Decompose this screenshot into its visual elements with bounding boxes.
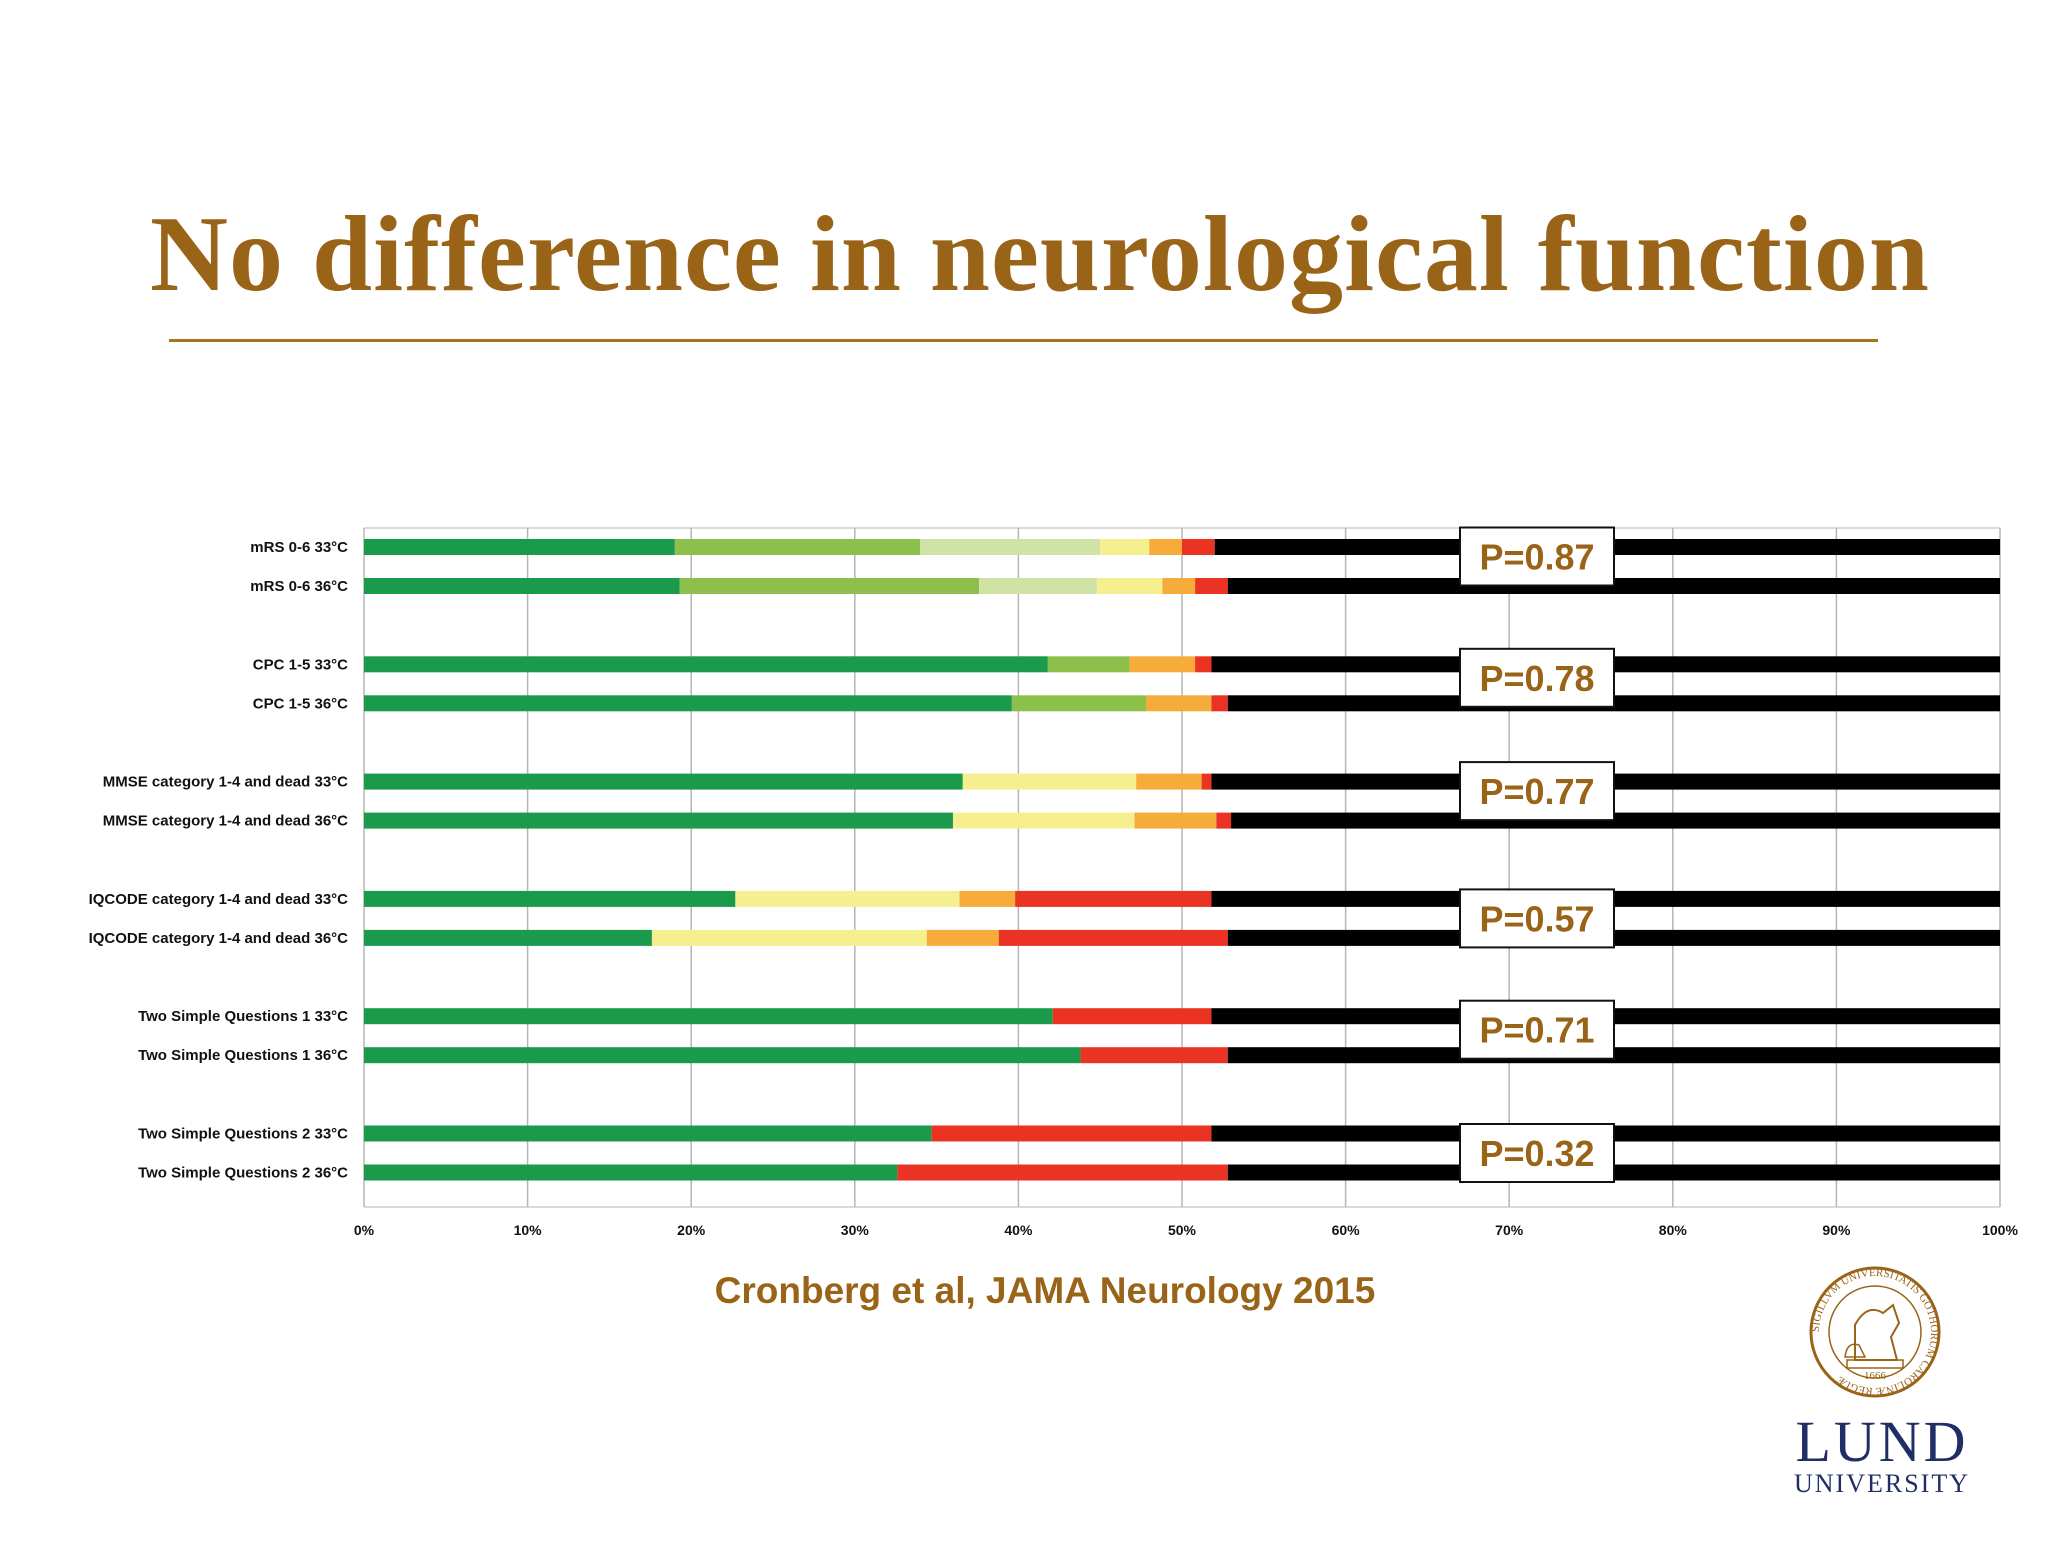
p-value-label: P=0.78 [1479, 658, 1594, 699]
row-label: CPC 1-5 33°C [253, 656, 348, 673]
row-label: Two Simple Questions 2 33°C [138, 1126, 348, 1143]
citation: Cronberg et al, JAMA Neurology 2015 [714, 1270, 1376, 1311]
bar-segment [364, 812, 953, 829]
bar-segment [364, 539, 675, 555]
bar-segment [897, 1164, 1228, 1181]
title-divider [169, 339, 1878, 342]
x-tick-label: 20% [677, 1222, 706, 1238]
bar-segment [1162, 578, 1196, 594]
bar-segment [364, 1164, 898, 1181]
seal-year: 1666 [1864, 1370, 1887, 1382]
p-value-label: P=0.87 [1479, 537, 1594, 578]
row-label: CPC 1-5 36°C [253, 695, 348, 712]
bar-segment [364, 1008, 1053, 1025]
bar-segment [1201, 773, 1212, 790]
bar-segment [1216, 812, 1232, 829]
bar-segment [1146, 695, 1212, 712]
x-tick-label: 90% [1822, 1222, 1851, 1238]
row-label: IQCODE category 1-4 and dead 36°C [89, 930, 349, 947]
bar-segment [364, 656, 1048, 673]
row-label: Two Simple Questions 1 33°C [138, 1008, 348, 1025]
seal-outer-ring [1809, 1266, 1941, 1398]
bar-segment [1011, 695, 1147, 712]
bar-segment [364, 1125, 932, 1142]
bar-segment [926, 929, 999, 946]
x-tick-label: 70% [1495, 1222, 1524, 1238]
p-value-label: P=0.57 [1479, 898, 1594, 939]
bar-segment [364, 929, 652, 946]
university-wordmark: UNIVERSITY [1794, 1469, 1970, 1498]
seal-inner-ring [1828, 1285, 1922, 1379]
x-tick-label: 10% [514, 1222, 543, 1238]
bar-segment [1195, 578, 1228, 594]
bar-segment [931, 1125, 1212, 1142]
bar-segment [651, 929, 927, 946]
stacked-bar-chart: 0% 10% 20% 30% 40% 50% 60% 70% 80% 90% 100% mRS 0-6… [89, 526, 2018, 1238]
bar-segment [1052, 1008, 1212, 1025]
x-tick-label: 30% [841, 1222, 870, 1238]
x-tick-label: 40% [1004, 1222, 1033, 1238]
lund-wordmark: LUND [1795, 1409, 1969, 1474]
bar-segment [364, 578, 680, 594]
bar-segment [959, 890, 1016, 907]
bar-segment [1096, 578, 1163, 594]
p-value-box [1459, 1123, 1615, 1183]
p-value-label: P=0.32 [1479, 1133, 1594, 1174]
bar-segment [1129, 656, 1196, 673]
row-label: mRS 0-6 36°C [250, 578, 348, 595]
row-label: IQCODE category 1-4 and dead 33°C [89, 891, 349, 908]
bar-segment [364, 695, 1012, 712]
bar-segment [952, 812, 1135, 829]
seal-figure-icon [1854, 1303, 1901, 1361]
x-tick-label: 50% [1168, 1222, 1197, 1238]
p-value-box [1459, 526, 1615, 587]
bar-segment [735, 890, 960, 907]
bar-segment [1100, 539, 1150, 555]
bar-segment [1134, 812, 1217, 829]
x-tick-label: 0% [354, 1222, 375, 1238]
bar-segment [1149, 539, 1182, 555]
p-value-label: P=0.71 [1479, 1010, 1594, 1051]
bar-segment [1195, 656, 1212, 673]
bar-segment [364, 773, 963, 790]
row-label: Two Simple Questions 2 36°C [138, 1165, 348, 1182]
p-value-label: P=0.77 [1479, 771, 1594, 812]
x-tick-label: 80% [1659, 1222, 1688, 1238]
x-tick-label: 60% [1332, 1222, 1361, 1238]
slide-title: No difference in neurological function [150, 195, 1930, 314]
row-label: Two Simple Questions 1 36°C [138, 1047, 348, 1064]
p-value-box [1459, 888, 1615, 949]
bar-segment [1015, 890, 1212, 907]
p-value-box [1459, 647, 1615, 708]
p-value-box [1459, 999, 1615, 1060]
row-label: MMSE category 1-4 and dead 36°C [103, 813, 348, 830]
p-value-box [1459, 761, 1615, 822]
bar-segment [674, 539, 921, 555]
bar-segment [1047, 656, 1130, 673]
lund-university-seal-icon: SIGILLVM UNIVERSITATIS GOTHORUM CAROLINÆ… [1809, 1266, 1941, 1398]
x-tick-label: 100% [1982, 1222, 2018, 1238]
bar-segment [998, 929, 1228, 946]
bar-segment [920, 539, 1101, 555]
bar-segment [1211, 695, 1228, 712]
bar-segment [1182, 539, 1215, 555]
row-label: mRS 0-6 33°C [250, 539, 348, 556]
bar-segment [1231, 812, 2000, 829]
bar-segment [679, 578, 980, 594]
bar-segment [1080, 1047, 1228, 1064]
bar-segment [979, 578, 1097, 594]
row-label: MMSE category 1-4 and dead 33°C [103, 774, 348, 791]
bar-segment [962, 773, 1137, 790]
bar-segment [364, 890, 736, 907]
bar-segment [364, 1047, 1081, 1064]
seal-lion-icon [1844, 1343, 1867, 1358]
bar-segment [1136, 773, 1202, 790]
seal-plinth [1846, 1359, 1904, 1369]
